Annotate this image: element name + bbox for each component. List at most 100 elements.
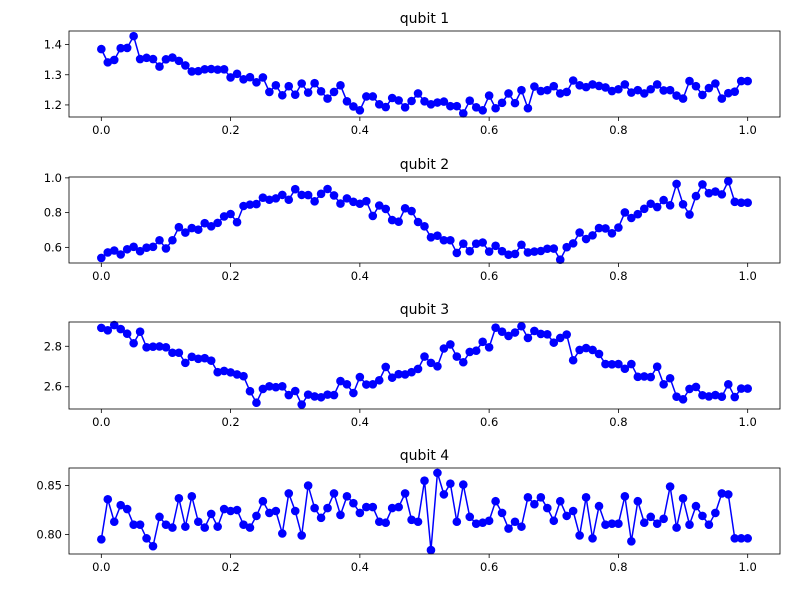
data-point — [607, 228, 617, 238]
data-point — [678, 494, 688, 503]
data-point — [407, 515, 416, 525]
data-point — [575, 531, 584, 540]
data-point — [433, 362, 442, 371]
data-point — [135, 520, 145, 529]
data-point — [310, 78, 319, 88]
data-point — [646, 512, 656, 522]
data-point — [122, 43, 132, 53]
data-point — [161, 55, 171, 64]
data-point — [245, 523, 255, 532]
data-point — [109, 517, 119, 527]
data-point — [316, 87, 326, 96]
data-point — [200, 523, 210, 532]
data-point — [239, 201, 248, 211]
data-point — [633, 372, 643, 382]
data-point — [581, 234, 591, 244]
data-point — [491, 496, 500, 506]
data-point — [730, 392, 740, 402]
data-point — [594, 349, 604, 359]
x-tick-label: 0.6 — [480, 415, 498, 429]
data-point — [575, 228, 584, 237]
data-point — [336, 81, 345, 90]
x-tick-label: 0.6 — [480, 560, 498, 574]
data-point — [497, 246, 507, 256]
data-point — [698, 90, 707, 100]
data-point — [581, 82, 591, 92]
data-point — [181, 61, 190, 70]
data-point — [659, 514, 668, 524]
x-tick-label: 0.4 — [351, 269, 369, 283]
data-point — [568, 506, 578, 516]
data-point — [387, 215, 397, 225]
data-point — [265, 508, 274, 518]
data-point — [607, 359, 617, 369]
data-point — [219, 212, 229, 221]
data-point — [543, 330, 552, 339]
data-point — [329, 191, 339, 200]
data-point — [743, 76, 752, 86]
data-point — [116, 324, 126, 334]
data-point — [736, 384, 746, 393]
data-point — [562, 330, 571, 339]
data-point — [193, 66, 203, 76]
data-point — [471, 103, 481, 112]
data-point — [465, 246, 475, 256]
data-point — [142, 534, 151, 543]
data-point — [413, 217, 423, 227]
data-point — [349, 388, 358, 398]
data-point — [491, 323, 500, 332]
data-point — [265, 87, 274, 97]
data-point — [258, 193, 268, 202]
axes-frame — [68, 176, 781, 264]
data-point — [271, 506, 281, 516]
data-point — [187, 223, 197, 233]
data-point — [116, 500, 126, 510]
data-point — [407, 206, 416, 216]
data-point — [174, 494, 184, 503]
data-point — [594, 501, 604, 511]
data-point — [601, 520, 610, 529]
data-point — [362, 196, 371, 206]
data-point — [536, 246, 546, 256]
data-point — [484, 342, 494, 352]
data-point — [193, 517, 203, 527]
data-point — [601, 224, 610, 233]
data-point — [161, 342, 171, 352]
data-point — [355, 372, 365, 382]
series-line — [101, 324, 748, 406]
x-tick-label: 0.0 — [92, 560, 110, 574]
data-point — [452, 248, 462, 258]
data-point — [504, 89, 513, 98]
data-point — [342, 194, 352, 203]
data-point — [497, 327, 507, 337]
data-point — [471, 519, 481, 528]
data-point — [394, 502, 403, 512]
data-point — [349, 498, 358, 508]
data-point — [446, 101, 455, 111]
data-point — [387, 93, 397, 103]
data-point — [426, 358, 436, 368]
data-point — [181, 358, 190, 368]
data-point — [691, 191, 701, 201]
data-point — [381, 518, 391, 528]
data-point — [458, 239, 468, 249]
data-point — [426, 232, 436, 242]
data-point — [562, 87, 571, 97]
data-point — [685, 384, 694, 394]
data-point — [743, 384, 752, 393]
data-point — [226, 506, 235, 516]
axes-frame — [68, 467, 781, 555]
data-point — [698, 511, 707, 521]
data-point — [213, 522, 222, 531]
data-point — [316, 513, 326, 523]
data-point — [420, 352, 429, 361]
data-point — [239, 74, 248, 84]
data-point — [614, 84, 623, 94]
data-point — [452, 101, 462, 111]
data-point — [478, 106, 487, 115]
data-point — [297, 400, 306, 409]
data-point — [420, 476, 429, 486]
x-tick-label: 0.4 — [351, 123, 369, 137]
data-point — [336, 510, 345, 520]
data-point — [711, 390, 720, 400]
